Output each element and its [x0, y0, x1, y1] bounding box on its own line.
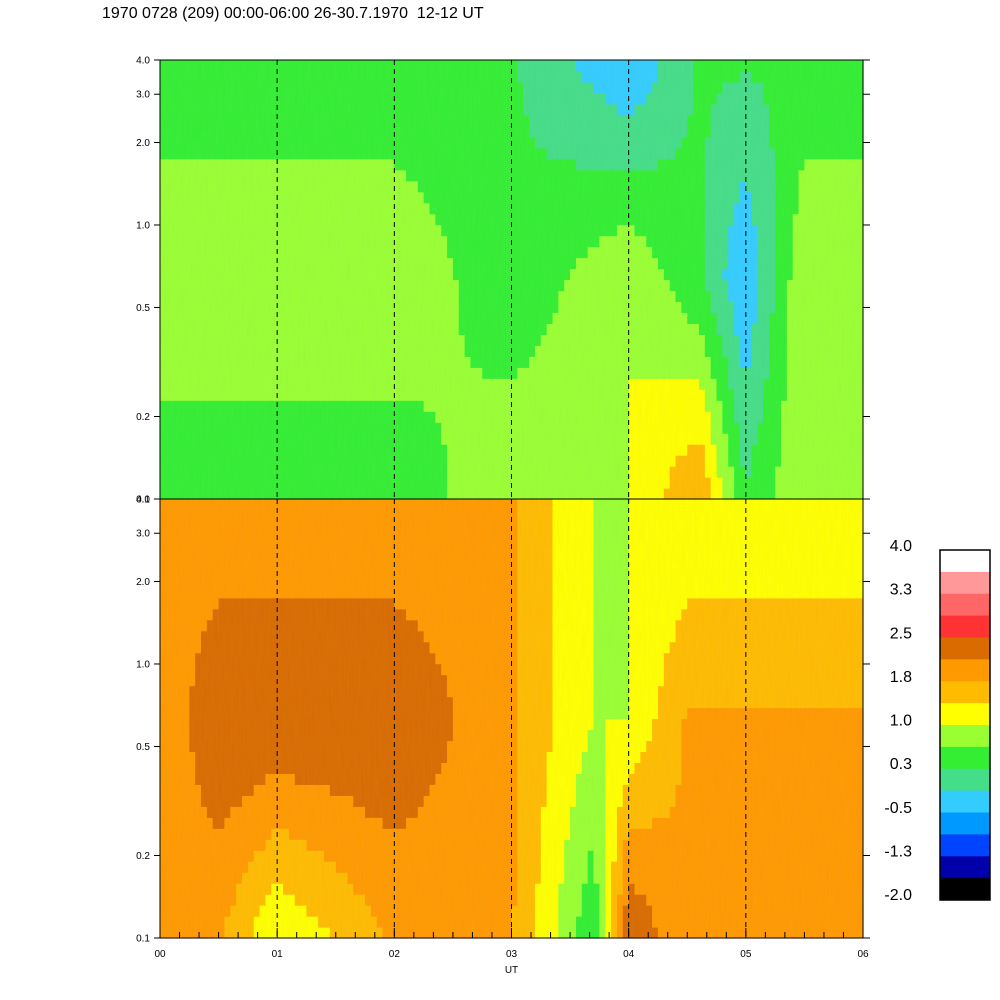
chart-title: 1970 0728 (209) 00:00-06:00 26-30.7.1970…	[102, 5, 484, 22]
